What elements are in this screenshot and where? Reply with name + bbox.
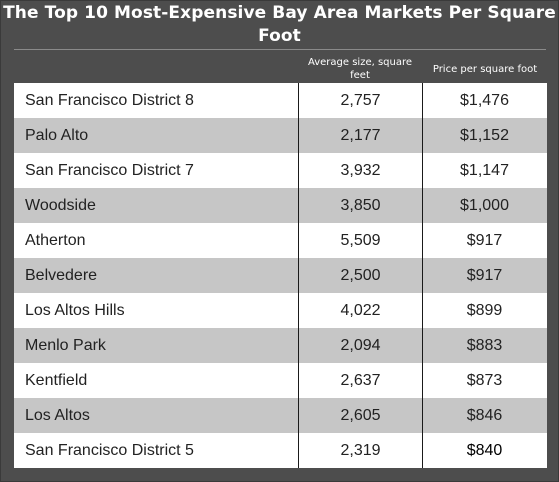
market-name-cell: San Francisco District 5: [25, 442, 194, 459]
title-divider: [14, 49, 546, 50]
table-row: Menlo Park 2,094 $883: [14, 328, 547, 363]
table-row: San Francisco District 7 3,932 $1,147: [14, 153, 547, 188]
table-title: The Top 10 Most-Expensive Bay Area Marke…: [3, 3, 556, 46]
price-per-sqft-cell: $1,152: [460, 127, 509, 144]
price-per-sqft-cell: $917: [466, 267, 503, 284]
table-row: San Francisco District 5 2,319 $840: [14, 433, 547, 468]
table-row: Los Altos Hills 4,022 $899: [14, 293, 547, 328]
price-per-sqft-cell: $1,476: [460, 92, 509, 109]
market-name-cell: San Francisco District 7: [25, 162, 194, 179]
data-table: San Francisco District 8 2,757 $1,476 Palo …: [14, 83, 547, 468]
price-per-sqft-cell: $846: [466, 407, 503, 424]
column-header-price: Price per square foot: [432, 64, 538, 75]
market-name-cell: Atherton: [25, 232, 86, 249]
market-name-cell: Belvedere: [25, 267, 98, 284]
avg-size-cell: 2,094: [340, 337, 381, 354]
table-row: Woodside 3,850 $1,000: [14, 188, 547, 223]
market-name-cell: Kentfield: [25, 372, 88, 389]
avg-size-cell: 5,509: [340, 232, 381, 249]
price-per-sqft-cell: $883: [466, 337, 503, 354]
avg-size-cell: 2,319: [340, 442, 381, 459]
table-row: Kentfield 2,637 $873: [14, 363, 547, 398]
price-per-sqft-cell: $873: [466, 372, 503, 389]
avg-size-cell: 4,022: [340, 302, 381, 319]
table-row: San Francisco District 8 2,757 $1,476: [14, 83, 547, 118]
price-per-sqft-cell: $1,147: [460, 162, 509, 179]
avg-size-cell: 2,605: [340, 407, 381, 424]
table-row: Belvedere 2,500 $917: [14, 258, 547, 293]
price-per-sqft-cell: $840: [466, 442, 503, 459]
price-per-sqft-cell: $899: [466, 302, 503, 319]
table-row: Los Altos 2,605 $846: [14, 398, 547, 433]
market-name-cell: San Francisco District 8: [25, 92, 194, 109]
column-header-avg-size: Average size, square feet: [307, 57, 413, 81]
column-divider: [298, 83, 299, 468]
avg-size-cell: 2,637: [340, 372, 381, 389]
column-divider: [422, 83, 423, 468]
market-name-cell: Los Altos Hills: [25, 302, 125, 319]
avg-size-cell: 3,932: [340, 162, 381, 179]
avg-size-cell: 2,500: [340, 267, 381, 284]
market-name-cell: Palo Alto: [25, 127, 89, 144]
price-per-sqft-cell: $917: [466, 232, 503, 249]
avg-size-cell: 3,850: [340, 197, 381, 214]
table-row: Palo Alto 2,177 $1,152: [14, 118, 547, 153]
price-per-sqft-cell: $1,000: [460, 197, 509, 214]
market-name-cell: Los Altos: [25, 407, 90, 424]
market-name-cell: Woodside: [25, 197, 96, 214]
market-name-cell: Menlo Park: [25, 337, 106, 354]
avg-size-cell: 2,177: [340, 127, 381, 144]
table-row: Atherton 5,509 $917: [14, 223, 547, 258]
avg-size-cell: 2,757: [340, 92, 381, 109]
